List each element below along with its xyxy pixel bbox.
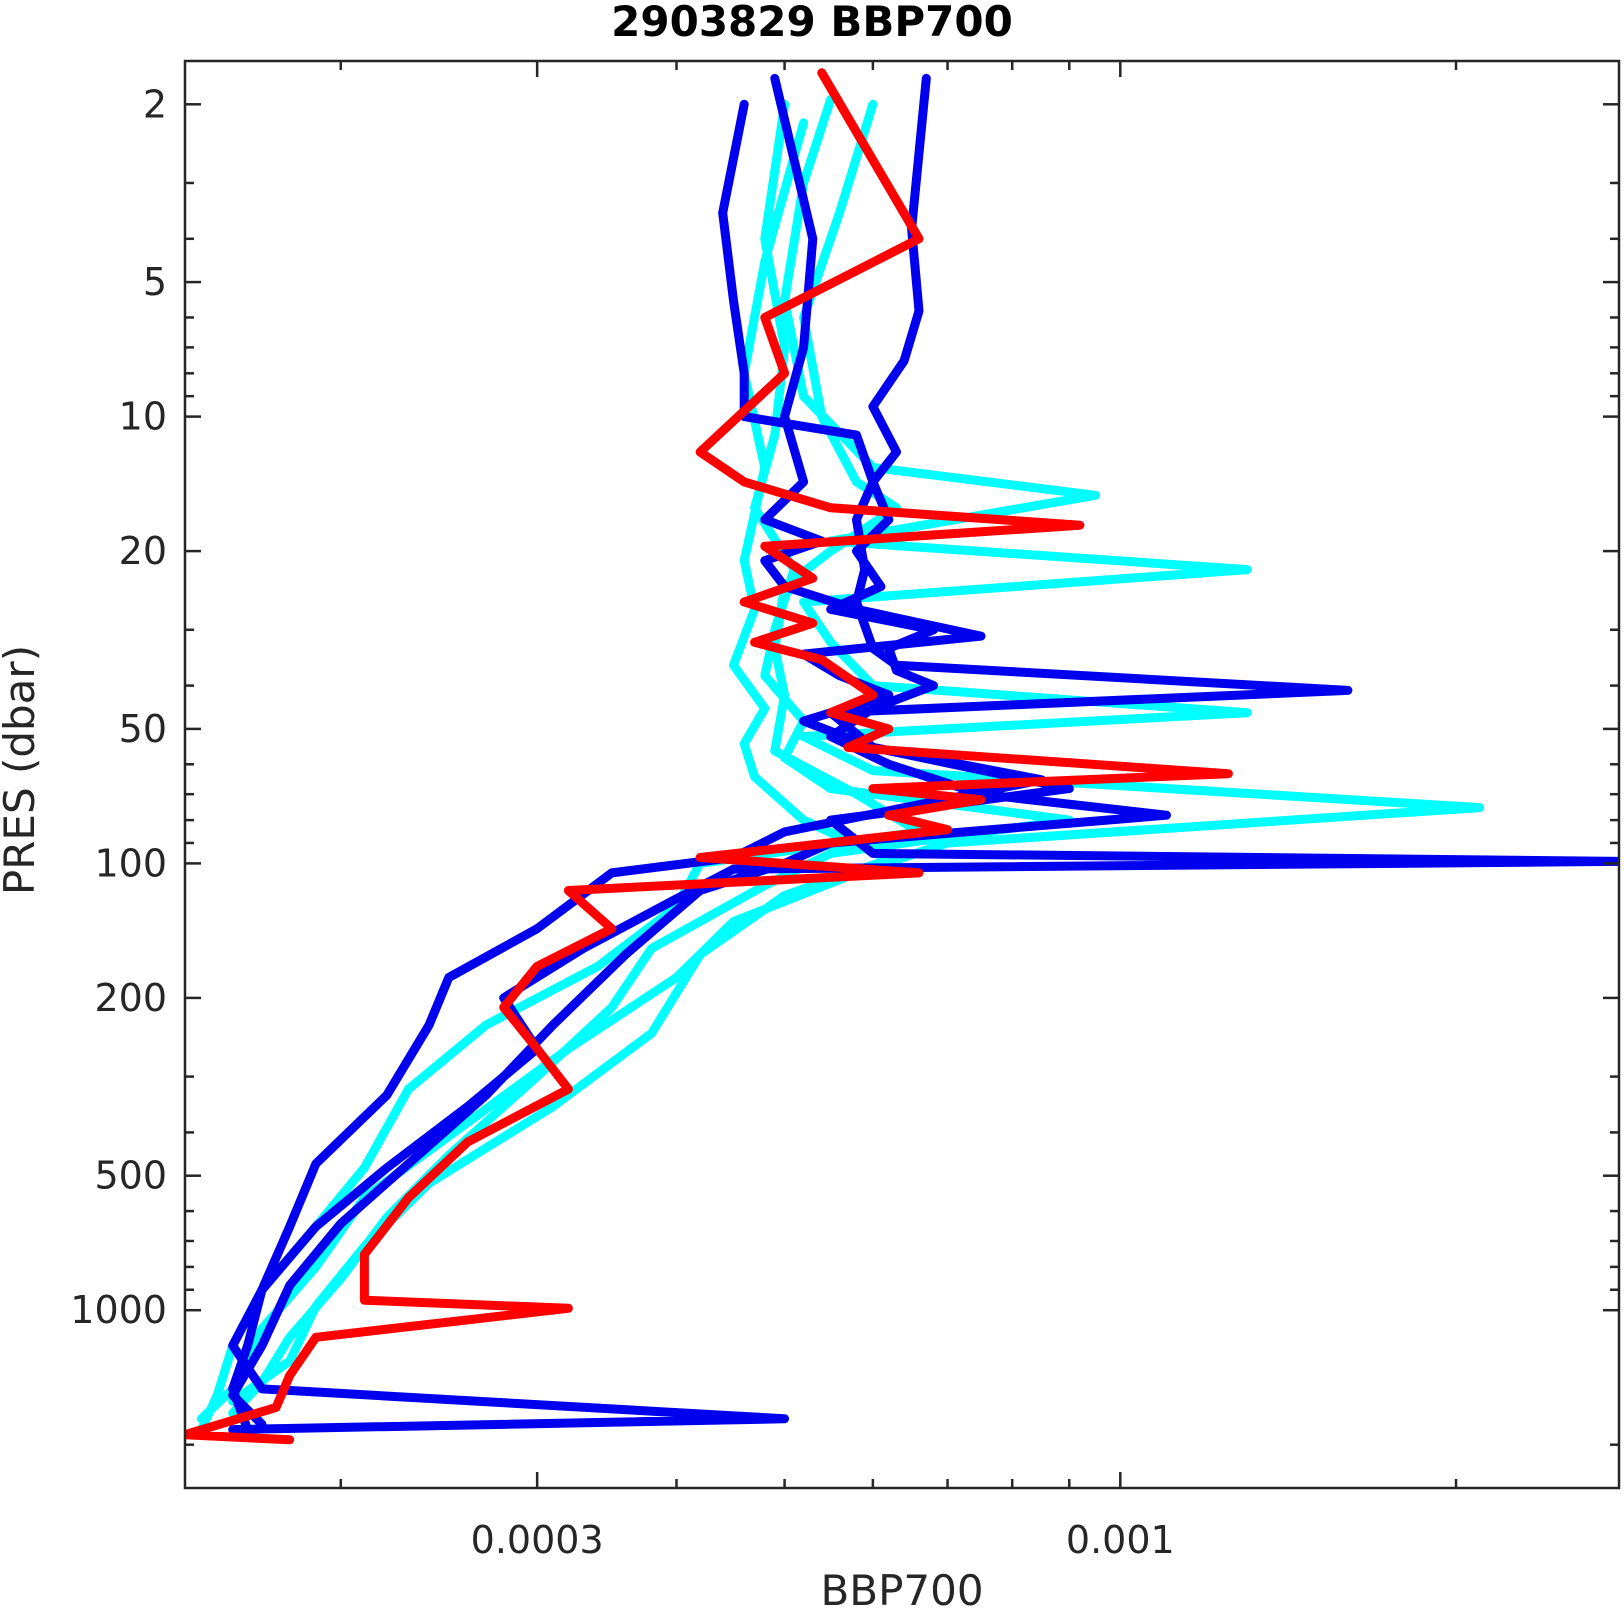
tick-layer: 0.0003 0.001 2 5 10 20 50 100 200 500 1000 (70, 61, 1619, 1562)
series-line-7 (228, 99, 1353, 1435)
y-tick-label: 100 (94, 841, 167, 885)
chart-title: 2903829 BBP700 (611, 0, 1013, 46)
y-tick-label: 50 (119, 707, 167, 751)
y-tick-label: 10 (119, 395, 167, 439)
y-tick-label: 2 (143, 82, 167, 126)
x-tick-label: 0.001 (1066, 1518, 1175, 1562)
series-line-6 (228, 73, 1171, 1429)
y-tick-label: 20 (119, 529, 167, 573)
x-axis-label: BBP700 (820, 1566, 983, 1613)
y-tick-label: 200 (94, 976, 167, 1020)
y-axis-label: PRES (dbar) (0, 645, 44, 895)
plot-frame (183, 59, 1621, 1490)
y-tick-label: 500 (94, 1154, 167, 1198)
y-tick-label: 5 (143, 260, 167, 304)
y-tick-label: 1000 (70, 1288, 167, 1332)
x-tick-label: 0.0003 (471, 1518, 604, 1562)
series-layer (185, 68, 1619, 1445)
series-line-8 (185, 68, 1233, 1445)
